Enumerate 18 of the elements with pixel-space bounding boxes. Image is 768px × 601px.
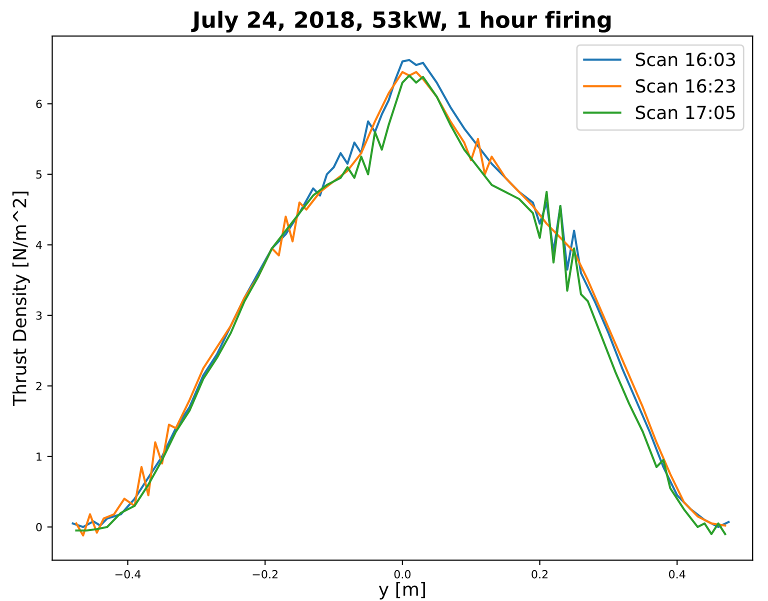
y-tick-label: 6 (36, 100, 42, 108)
y-tick-label: 5 (36, 170, 42, 179)
x-tick-label: 0.4 (669, 570, 686, 578)
y-tick-label: 1 (36, 452, 42, 461)
x-tick-label: −0.2 (252, 570, 278, 578)
y-tick-label: 2 (36, 382, 42, 390)
legend-label: Scan 16:03 (636, 52, 735, 66)
y-tick-label: 4 (36, 240, 42, 250)
y-axis-title: Thrust Density [N/m^2] (12, 192, 30, 406)
y-tick-label: 0 (36, 522, 42, 532)
y-tick-label: 3 (36, 311, 42, 320)
legend-label: Scan 16:23 (636, 79, 735, 93)
x-tick-label: 0.2 (532, 570, 548, 578)
legend-label: Scan 17:05 (636, 106, 735, 120)
x-tick-label: −0.4 (115, 570, 141, 578)
x-axis-title: y [m] (378, 582, 425, 600)
chart-title: July 24, 2018, 53kW, 1 hour firing (191, 10, 611, 33)
x-tick-label: 0.0 (394, 570, 411, 578)
